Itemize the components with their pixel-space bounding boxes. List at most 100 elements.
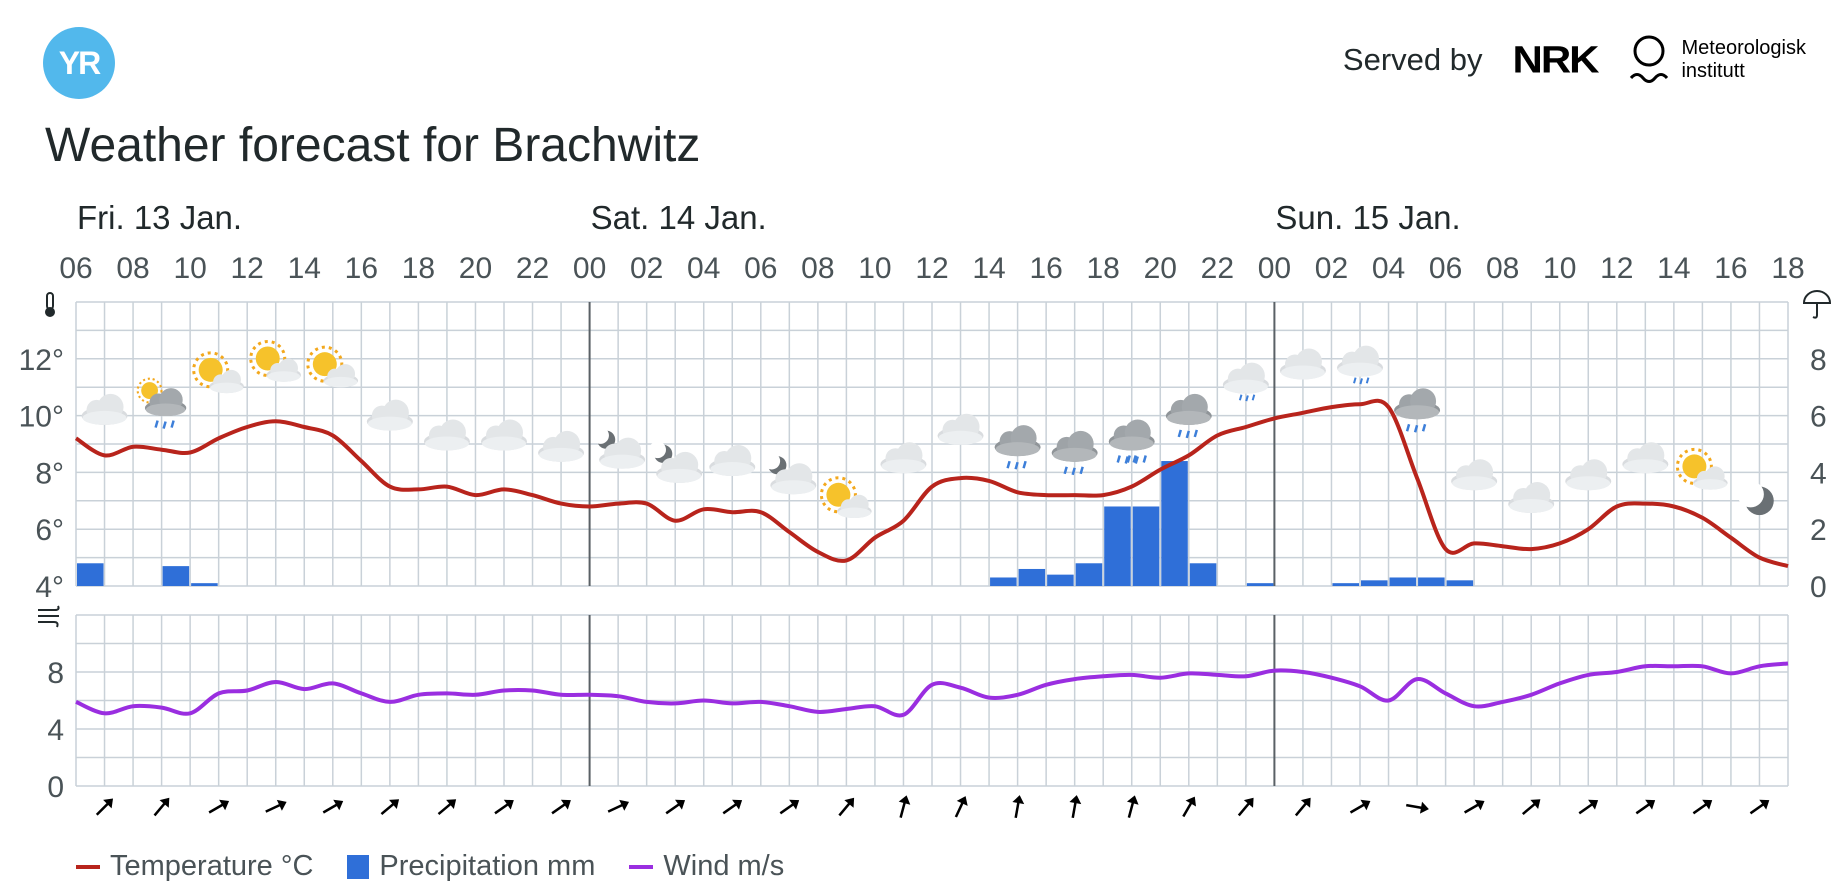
rain-drops: [1238, 393, 1256, 403]
precipitation-bar: [1332, 583, 1359, 586]
wind-direction-arrow-icon: [1521, 799, 1541, 816]
hour-tick-label: 06: [744, 252, 777, 285]
wind-direction-arrow-icon: [322, 799, 344, 814]
arrow-head: [956, 796, 968, 806]
hour-tick-label: 06: [1429, 252, 1462, 285]
hour-tick-label: 02: [1315, 252, 1348, 285]
night-moon-icon: [1737, 481, 1774, 516]
cloudy-icon: [423, 419, 470, 451]
hour-tick-label: 10: [1543, 252, 1576, 285]
cloud: [1279, 348, 1326, 380]
arrow-head: [276, 799, 287, 811]
met-institute-logo[interactable]: Meteorologisk institutt: [1627, 34, 1806, 86]
arrow-head: [333, 799, 344, 811]
met-institute-mark-icon: [1630, 35, 1669, 83]
precipitation-tick-label: 6: [1810, 401, 1827, 434]
rain-drops: [154, 419, 175, 430]
temperature-tick-label: 4°: [35, 571, 64, 604]
rain-drops: [1006, 459, 1027, 471]
legend-label-wind: Wind m/s: [663, 850, 785, 882]
wind-direction-arrow-icon: [1294, 797, 1311, 817]
dark-cloud: [1108, 419, 1155, 451]
wind-direction-arrow-icon: [1749, 799, 1770, 815]
wind-direction-arrow-icon: [95, 798, 114, 816]
thermometer-stem: [46, 292, 54, 310]
arrow-head: [503, 799, 514, 810]
cloud: [1222, 362, 1269, 394]
legend-swatch-wind: [629, 864, 654, 869]
precipitation-bar: [1132, 506, 1160, 586]
legend-item-temperature: Temperature °C: [76, 850, 313, 883]
legend-label-precipitation: Precipitation mm: [379, 850, 596, 882]
hour-tick-label: 00: [573, 252, 606, 285]
cloud: [1565, 459, 1612, 491]
arrow-head: [1419, 801, 1429, 814]
precipitation-bar: [1075, 563, 1103, 586]
hour-tick-label: 16: [345, 252, 378, 285]
wind-stroke: [38, 605, 60, 611]
hour-tick-label: 20: [1144, 252, 1177, 285]
arrow-head: [103, 798, 114, 809]
cloud: [1337, 345, 1383, 377]
wind-direction-arrow-icon: [208, 799, 230, 814]
cloud: [81, 393, 128, 425]
arrow-head: [1474, 799, 1485, 811]
wind-direction-arrow-icon: [265, 799, 287, 813]
precipitation-bar: [1161, 461, 1188, 586]
wind-icon: [38, 605, 60, 628]
wind-direction-arrow-icon: [1406, 801, 1429, 814]
wind-direction-arrow-icon: [551, 799, 571, 815]
day-label: Sat. 14 Jan.: [591, 199, 767, 236]
nrk-logo[interactable]: NRK: [1512, 38, 1599, 81]
cloud: [481, 419, 527, 451]
hour-tick-label: 22: [1201, 252, 1234, 285]
arrow-head: [389, 799, 400, 810]
hour-tick-label: 18: [1771, 252, 1804, 285]
precipitation-tick-label: 0: [1810, 571, 1827, 604]
arrow-head: [446, 799, 457, 810]
cloud: [423, 419, 470, 451]
precipitation-bar: [77, 563, 104, 586]
cloudy-icon: [1622, 442, 1669, 474]
arrow-head: [219, 799, 230, 811]
cloudy-icon: [880, 442, 927, 474]
dark-cloud: [994, 425, 1041, 457]
arrow-head: [560, 799, 571, 810]
umbrella-handle: [1812, 303, 1818, 319]
hour-tick-label: 16: [1029, 252, 1062, 285]
wind-direction-arrow-icon: [779, 799, 800, 815]
yr-logo[interactable]: YR: [43, 27, 115, 99]
wind-direction-arrow-icon: [380, 799, 400, 816]
arrow-head: [1588, 799, 1599, 810]
precipitation-bar: [1104, 506, 1131, 586]
wind-direction-arrow-icon: [954, 796, 968, 818]
wind-direction-arrow-icon: [1237, 797, 1254, 817]
hour-tick-label: 14: [288, 252, 321, 285]
hour-tick-label: 10: [858, 252, 891, 285]
cloudy-icon: [366, 399, 413, 431]
dark-cloud: [1165, 393, 1212, 425]
hour-tick-label: 06: [59, 252, 92, 285]
temperature-tick-label: 8°: [35, 457, 64, 490]
wind-tick-label: 0: [47, 771, 64, 804]
arrow-head: [1012, 795, 1025, 805]
cloud: [1622, 442, 1669, 474]
wind-direction-arrow-icon: [437, 799, 457, 816]
arrow-head: [844, 797, 855, 808]
wind-direction-arrow-icon: [665, 799, 686, 815]
wind-direction-arrow-icon: [838, 797, 855, 817]
wind-tick-label: 4: [47, 714, 64, 747]
cloud: [1508, 481, 1555, 513]
hour-tick-label: 14: [1657, 252, 1690, 285]
wind-direction-arrow-icon: [1578, 799, 1599, 815]
wind-stroke: [38, 621, 59, 628]
wind-line: [75, 661, 1789, 718]
precipitation-tick-label: 8: [1810, 344, 1827, 377]
arrow-head: [1300, 797, 1311, 808]
served-by-label: Served by: [1342, 42, 1483, 77]
wind-direction-arrow-icon: [153, 797, 170, 817]
wind-direction-arrow-icon: [494, 799, 514, 815]
arrow-head: [898, 795, 911, 805]
cloudy-icon: [538, 430, 585, 462]
cloudy-icon: [1451, 459, 1498, 491]
